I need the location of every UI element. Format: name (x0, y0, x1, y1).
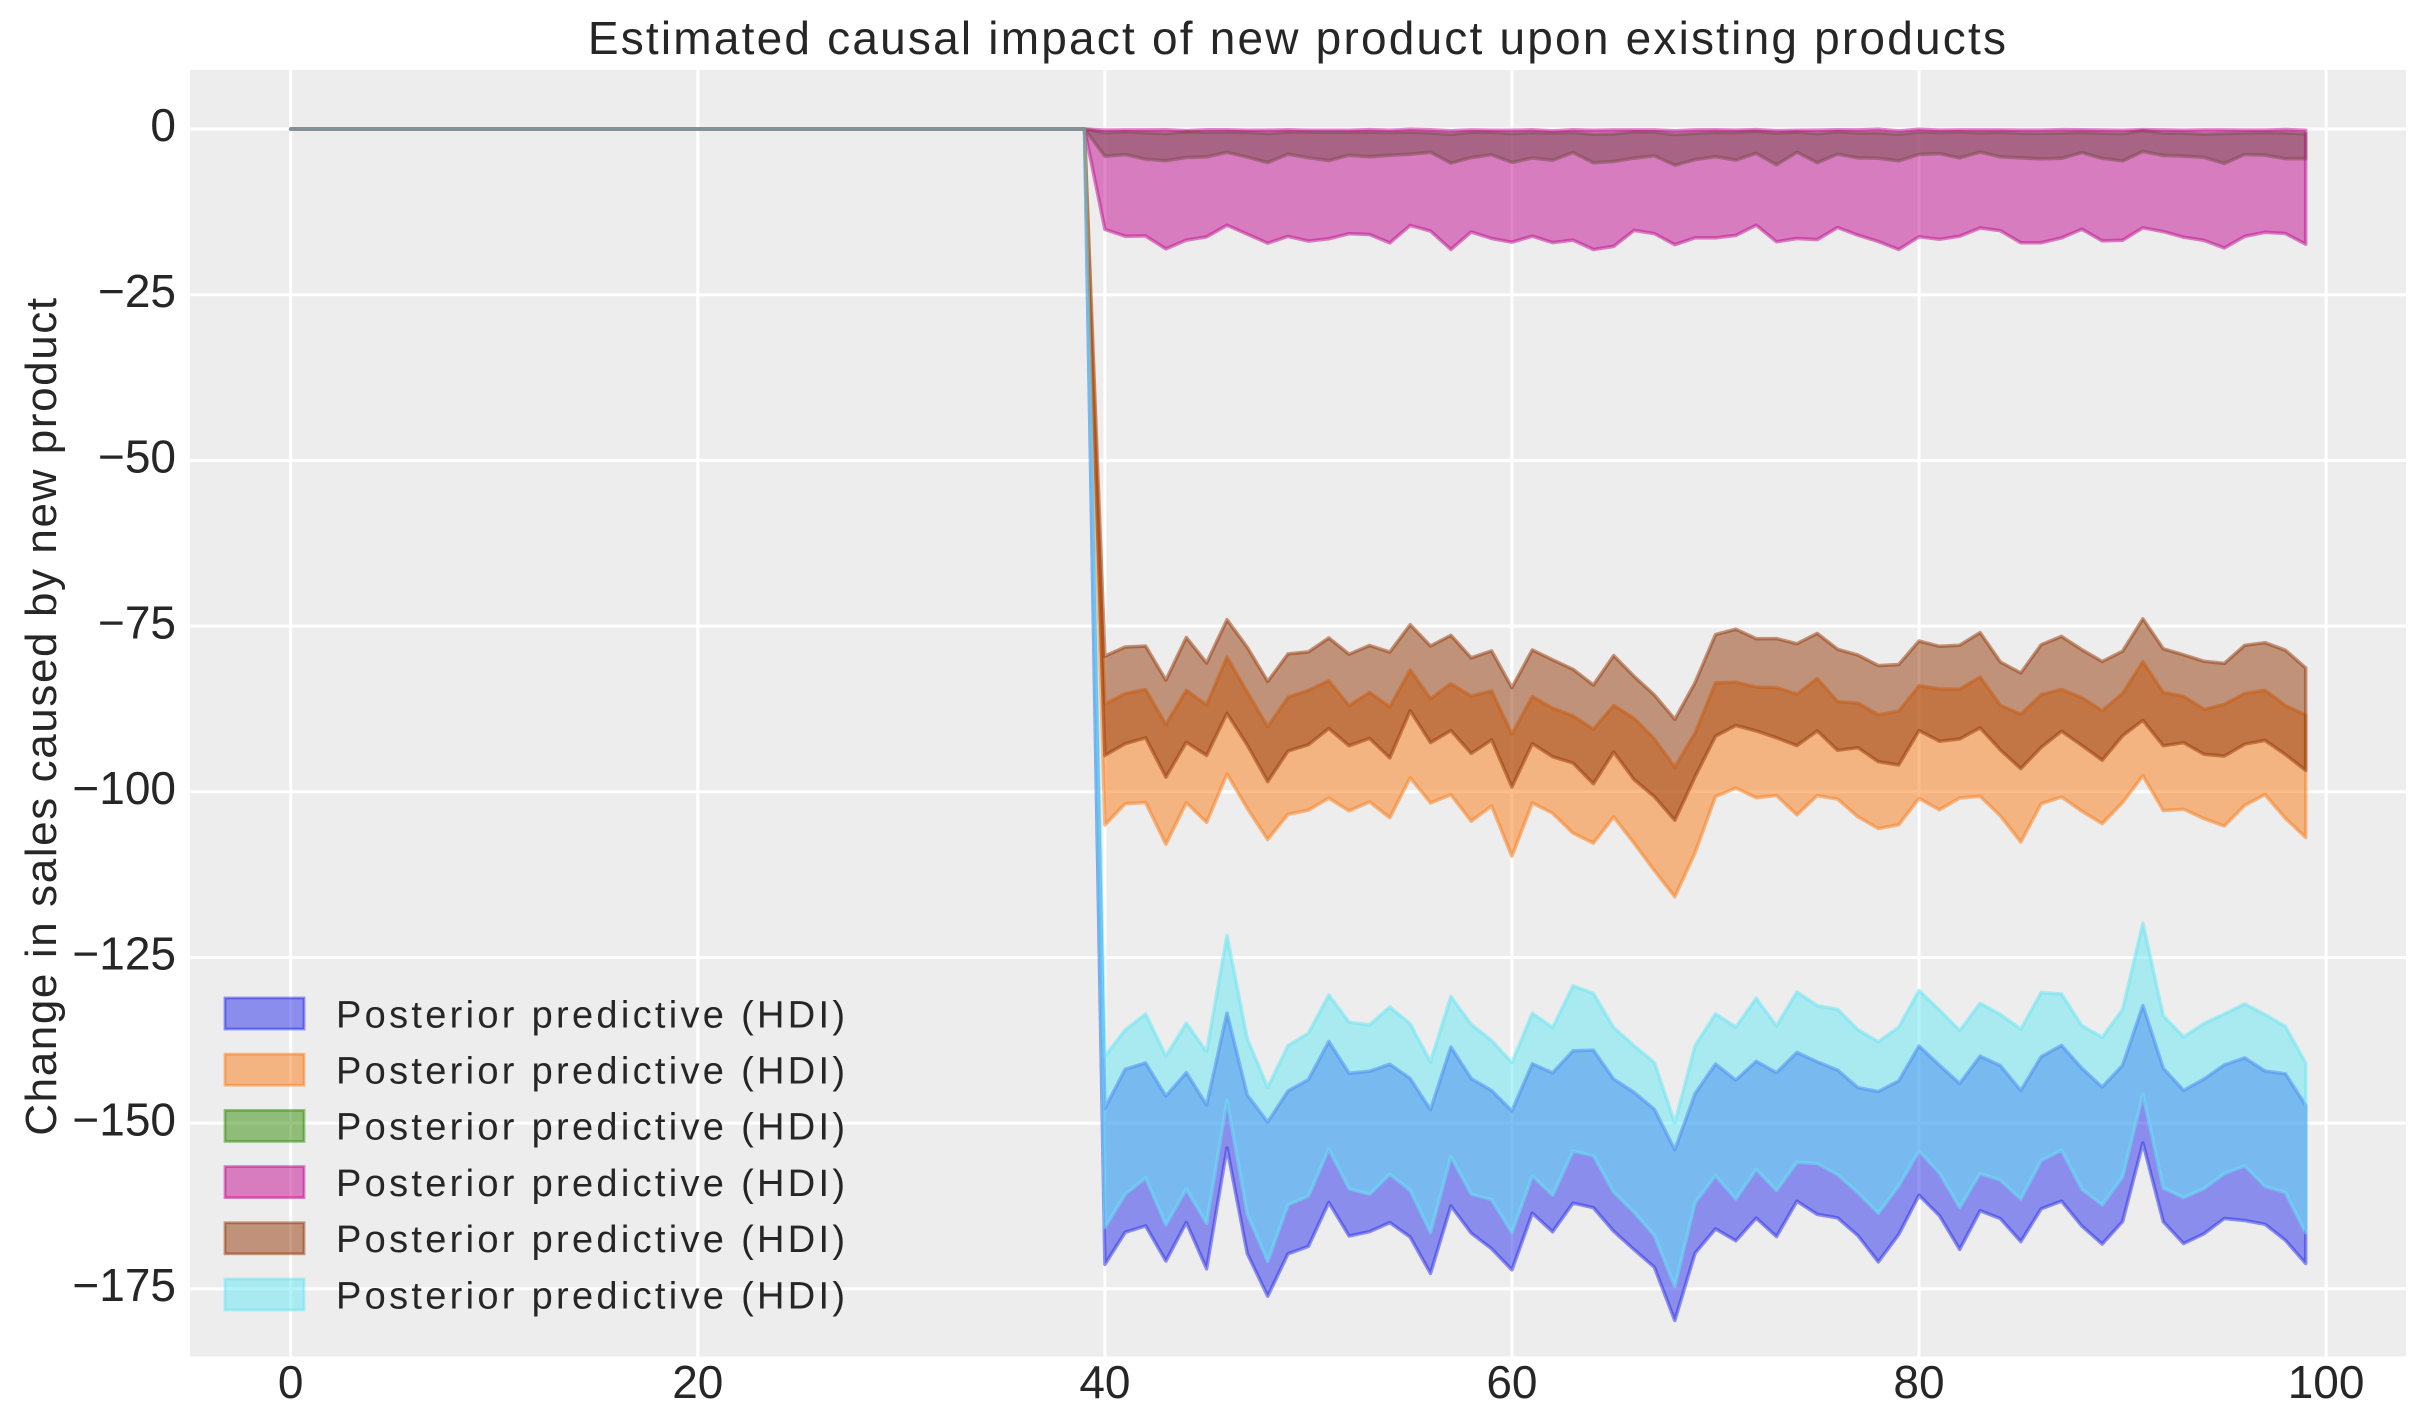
svg-text:20: 20 (672, 1356, 723, 1408)
svg-text:−50: −50 (98, 431, 176, 483)
svg-text:80: 80 (1893, 1356, 1944, 1408)
svg-text:Posterior predictive (HDI): Posterior predictive (HDI) (336, 994, 848, 1036)
svg-text:40: 40 (1079, 1356, 1130, 1408)
svg-text:−100: −100 (72, 762, 176, 814)
svg-text:−175: −175 (72, 1259, 176, 1311)
svg-text:−25: −25 (98, 265, 176, 317)
svg-text:Posterior predictive (HDI): Posterior predictive (HDI) (336, 1051, 848, 1093)
svg-text:−150: −150 (72, 1093, 176, 1145)
svg-text:0: 0 (150, 99, 176, 151)
svg-text:60: 60 (1486, 1356, 1537, 1408)
svg-text:Posterior predictive (HDI): Posterior predictive (HDI) (336, 1219, 848, 1261)
svg-text:Change in sales caused by new: Change in sales caused by new product (17, 296, 66, 1135)
svg-text:0: 0 (278, 1356, 304, 1408)
svg-text:100: 100 (2288, 1356, 2365, 1408)
svg-text:Posterior predictive (HDI): Posterior predictive (HDI) (336, 1163, 848, 1205)
svg-text:Posterior predictive (HDI): Posterior predictive (HDI) (336, 1275, 848, 1317)
svg-text:Posterior predictive (HDI): Posterior predictive (HDI) (336, 1107, 848, 1149)
svg-text:−75: −75 (98, 596, 176, 648)
svg-text:−125: −125 (72, 928, 176, 980)
svg-text:Estimated causal impact of new: Estimated causal impact of new product u… (588, 12, 2008, 64)
